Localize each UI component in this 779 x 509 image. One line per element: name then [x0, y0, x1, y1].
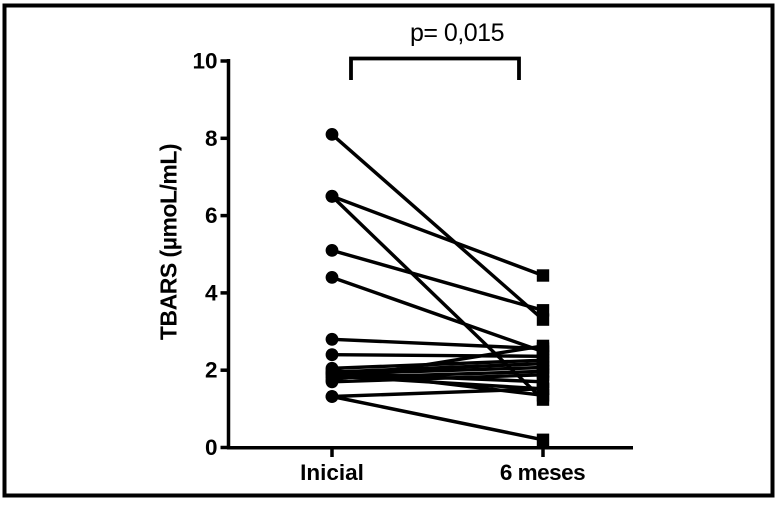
svg-text:8: 8	[205, 126, 218, 151]
svg-text:4: 4	[205, 280, 218, 305]
svg-text:10: 10	[192, 49, 217, 74]
svg-text:2: 2	[205, 358, 218, 383]
svg-text:p= 0,015: p= 0,015	[410, 19, 504, 47]
svg-text:TBARS (µmoL/mL): TBARS (µmoL/mL)	[156, 144, 182, 340]
svg-text:Inicial: Inicial	[300, 460, 364, 485]
svg-text:6 meses: 6 meses	[500, 460, 585, 485]
svg-text:6: 6	[205, 203, 218, 228]
svg-text:0: 0	[205, 435, 218, 460]
